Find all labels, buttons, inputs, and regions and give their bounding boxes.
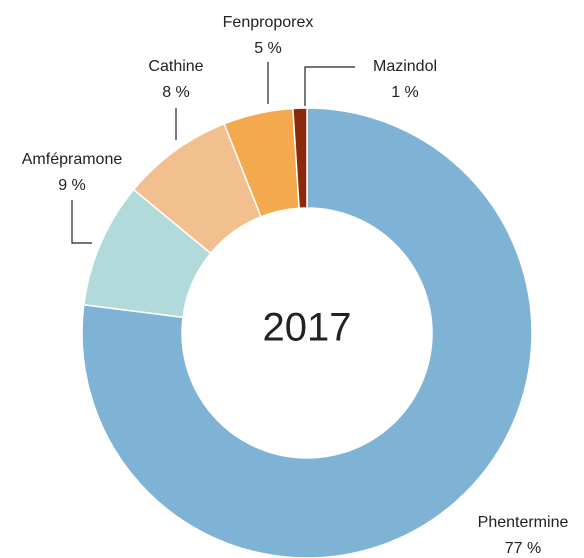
slice-value-label: 5 % bbox=[254, 40, 282, 57]
leader-line bbox=[304, 66, 355, 106]
slice-label: Mazindol bbox=[373, 58, 437, 75]
slice-label: Fenproporex bbox=[223, 14, 314, 31]
donut-slice bbox=[292, 107, 308, 210]
slice-value-label: 77 % bbox=[505, 540, 541, 557]
slice-label: Phentermine bbox=[478, 514, 569, 531]
slice-label: Cathine bbox=[148, 58, 203, 75]
donut-slice bbox=[81, 107, 533, 558]
slice-label: Amfépramone bbox=[22, 151, 123, 168]
slice-value-label: 1 % bbox=[391, 84, 419, 101]
leader-line bbox=[71, 200, 92, 244]
slice-value-label: 8 % bbox=[162, 84, 190, 101]
center-label: 2017 bbox=[263, 306, 352, 350]
slice-value-label: 9 % bbox=[58, 177, 86, 194]
